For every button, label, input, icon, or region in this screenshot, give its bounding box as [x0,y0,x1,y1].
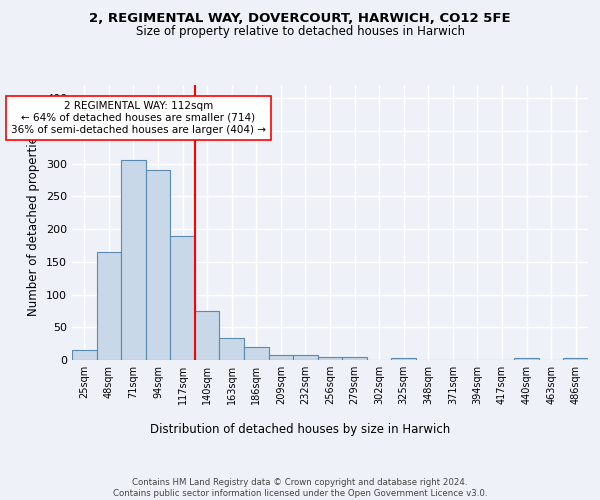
Bar [146,170,170,360]
Bar [293,355,318,360]
Bar [563,358,588,360]
Bar [121,160,146,360]
Y-axis label: Number of detached properties: Number of detached properties [28,130,40,316]
Bar [269,355,293,360]
Bar [72,350,97,360]
Bar [170,236,195,360]
Text: Distribution of detached houses by size in Harwich: Distribution of detached houses by size … [150,422,450,436]
Bar [318,356,342,360]
Bar [195,311,220,360]
Text: 2 REGIMENTAL WAY: 112sqm
← 64% of detached houses are smaller (714)
36% of semi-: 2 REGIMENTAL WAY: 112sqm ← 64% of detach… [11,102,266,134]
Bar [97,252,121,360]
Text: Contains HM Land Registry data © Crown copyright and database right 2024.
Contai: Contains HM Land Registry data © Crown c… [113,478,487,498]
Bar [342,356,367,360]
Text: 2, REGIMENTAL WAY, DOVERCOURT, HARWICH, CO12 5FE: 2, REGIMENTAL WAY, DOVERCOURT, HARWICH, … [89,12,511,26]
Bar [391,358,416,360]
Bar [514,358,539,360]
Text: Size of property relative to detached houses in Harwich: Size of property relative to detached ho… [136,25,464,38]
Bar [244,347,269,360]
Bar [220,338,244,360]
